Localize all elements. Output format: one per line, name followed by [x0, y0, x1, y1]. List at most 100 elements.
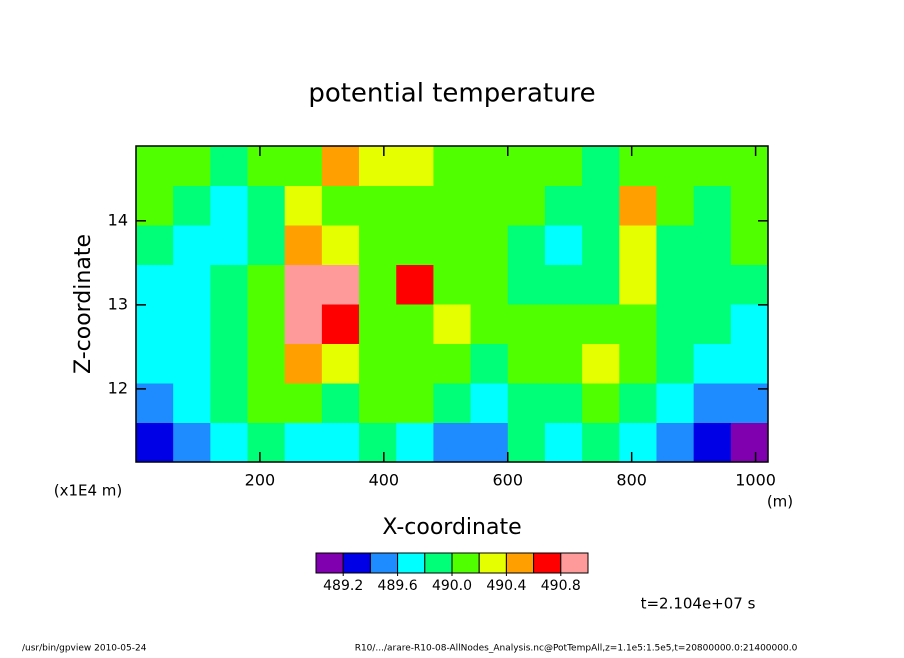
cell — [321, 304, 360, 344]
field — [136, 146, 768, 462]
cell — [321, 383, 360, 423]
colorbar-label: 489.2 — [323, 578, 363, 594]
cell — [619, 383, 657, 423]
cell — [396, 146, 434, 186]
y-axis-label: Z-coordinate — [71, 234, 96, 374]
x-tick-label: 800 — [616, 471, 647, 490]
cell — [284, 383, 323, 423]
cell — [173, 422, 211, 462]
colorbar-box — [369, 552, 399, 574]
cell — [284, 185, 323, 226]
cell — [730, 304, 768, 344]
cell — [173, 225, 211, 265]
cell — [284, 225, 323, 265]
cell — [247, 304, 286, 344]
cell — [619, 343, 657, 384]
chart-title: potential temperature — [308, 79, 595, 109]
cell — [321, 225, 360, 265]
colorbar-box — [560, 552, 589, 574]
cell — [210, 383, 249, 423]
cell — [544, 304, 583, 344]
cell — [507, 422, 546, 462]
cell — [396, 264, 434, 305]
cell — [136, 264, 174, 305]
x-tick-label: 200 — [245, 471, 276, 490]
cell — [619, 422, 657, 462]
cell — [693, 146, 732, 186]
y-tick-label: 12 — [108, 378, 128, 397]
cell — [136, 383, 174, 423]
cell — [321, 422, 360, 462]
cell — [173, 343, 211, 384]
cell — [582, 225, 620, 265]
cell — [433, 264, 472, 305]
footer-right: R10/.../arare-R10-08-AllNodes_Analysis.n… — [355, 644, 798, 654]
cell — [582, 185, 620, 226]
cell — [656, 264, 695, 305]
cell — [321, 343, 360, 384]
cell — [470, 225, 509, 265]
cell — [544, 146, 583, 186]
cell — [247, 225, 286, 265]
cell — [284, 146, 323, 186]
x-axis-unit: (m) — [767, 493, 793, 511]
cell — [210, 264, 249, 305]
cell — [507, 146, 546, 186]
colorbar-label: 489.6 — [378, 578, 418, 594]
cell — [284, 343, 323, 384]
cell — [693, 343, 732, 384]
cell — [173, 185, 211, 226]
cell — [359, 185, 397, 226]
cell — [284, 304, 323, 344]
cell — [693, 304, 732, 344]
cell — [470, 146, 509, 186]
colorbar-box — [505, 552, 535, 574]
cell — [619, 146, 657, 186]
cell — [507, 185, 546, 226]
cell — [582, 422, 620, 462]
footer-left: /usr/bin/gpview 2010-05-24 — [22, 644, 147, 654]
cell — [470, 422, 509, 462]
cell — [693, 383, 732, 423]
cell — [693, 185, 732, 226]
cell — [693, 264, 732, 305]
cell — [656, 185, 695, 226]
cell — [321, 264, 360, 305]
cell — [470, 264, 509, 305]
cell — [582, 146, 620, 186]
cell — [359, 383, 397, 423]
cell — [582, 383, 620, 423]
colorbar-box — [478, 552, 507, 574]
colorbar-box — [342, 552, 371, 574]
cell — [210, 146, 249, 186]
cell — [247, 264, 286, 305]
cell — [396, 422, 434, 462]
cell — [136, 343, 174, 384]
cell — [619, 185, 657, 226]
colorbar-box — [397, 552, 426, 574]
cell — [656, 304, 695, 344]
cell — [507, 383, 546, 423]
x-axis-label: X-coordinate — [382, 515, 521, 540]
cell — [173, 304, 211, 344]
cell — [507, 225, 546, 265]
colorbar-label: 490.8 — [541, 578, 581, 594]
cell — [507, 264, 546, 305]
cell — [470, 343, 509, 384]
cell — [730, 343, 768, 384]
cell — [656, 422, 695, 462]
cell — [433, 185, 472, 226]
cell — [582, 343, 620, 384]
y-tick-label: 13 — [108, 294, 128, 313]
cell — [136, 146, 174, 186]
cell — [544, 225, 583, 265]
cell — [136, 304, 174, 344]
cell — [173, 146, 211, 186]
cell — [136, 225, 174, 265]
cell — [656, 146, 695, 186]
x-tick-label: 400 — [369, 471, 400, 490]
cell — [359, 422, 397, 462]
cell — [730, 146, 768, 186]
cell — [507, 304, 546, 344]
